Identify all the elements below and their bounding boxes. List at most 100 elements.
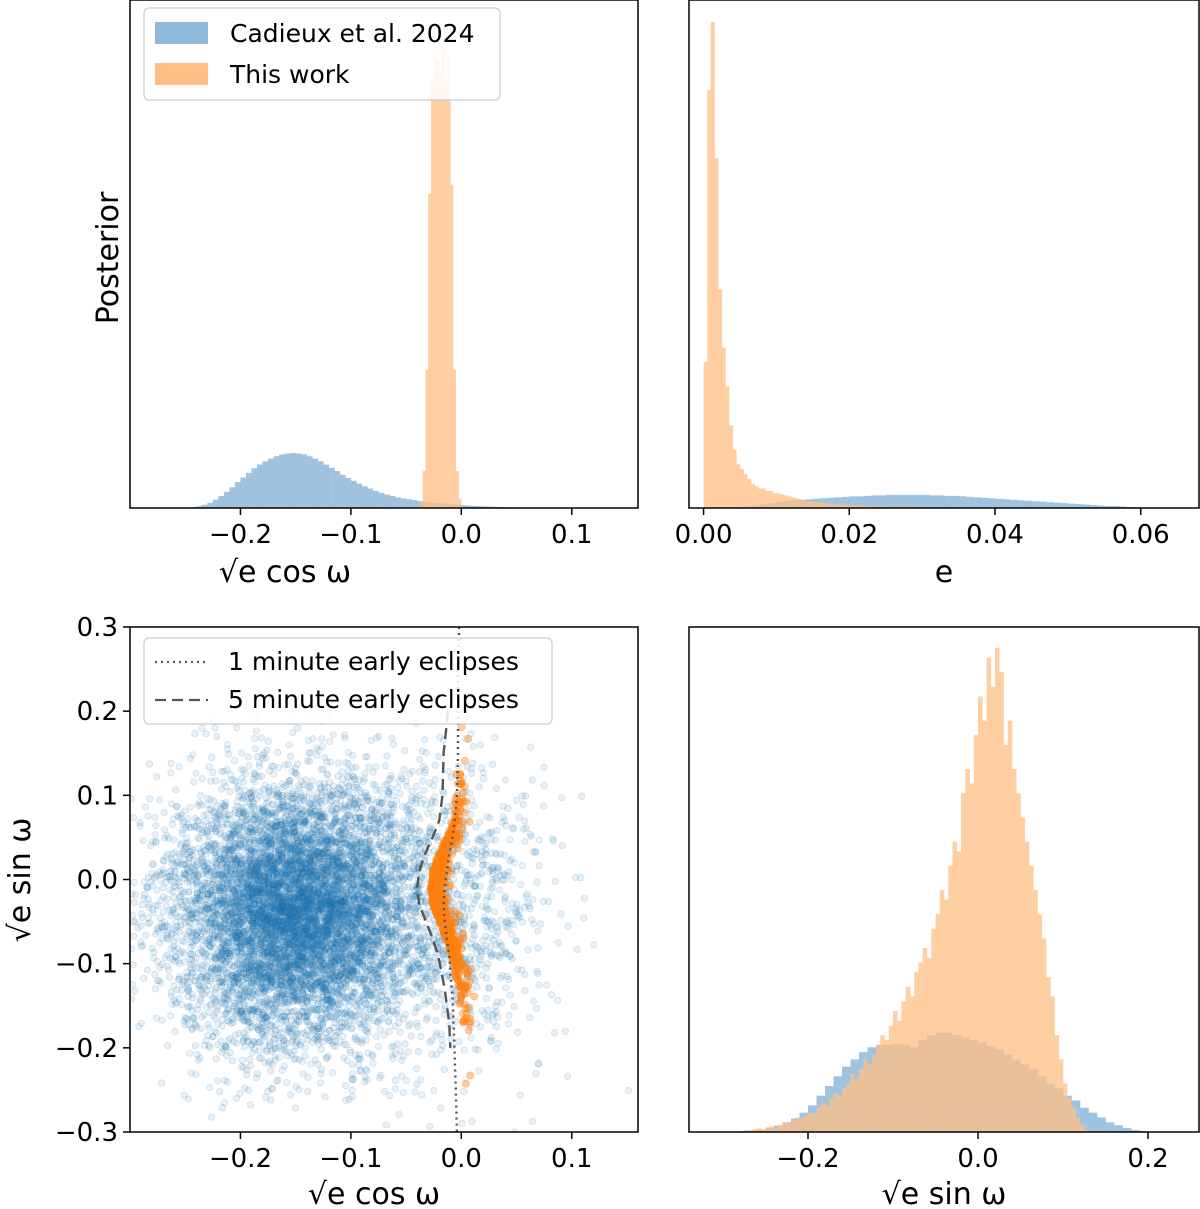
point-cadieux-3948: [246, 1101, 255, 1109]
point-cadieux-170: [273, 892, 281, 900]
point-cadieux-4071: [502, 822, 510, 830]
bar-cadieux-17: [827, 497, 836, 508]
point-cadieux-497: [245, 761, 253, 770]
point-cadieux-3936: [519, 800, 527, 809]
point-cadieux-116: [242, 855, 250, 863]
bar-this-work-42: [856, 505, 861, 508]
point-cadieux-190: [232, 931, 241, 939]
point-cadieux-66: [249, 976, 258, 984]
point-cadieux-2156: [430, 1086, 438, 1095]
point-cadieux-148: [390, 831, 398, 840]
point-cadieux-1323: [267, 1096, 275, 1104]
point-cadieux-309: [534, 944, 542, 952]
bar-this-work-1: [419, 501, 423, 508]
point-cadieux-4742: [431, 761, 439, 769]
point-cadieux-29: [374, 966, 382, 974]
point-cadieux-4698: [194, 802, 202, 810]
bar-cadieux-21: [301, 454, 307, 508]
point-cadieux-127: [244, 933, 253, 941]
point-cadieux-122: [378, 889, 387, 898]
point-cadieux-179: [212, 886, 220, 895]
point-cadieux-134: [325, 947, 333, 956]
point-cadieux-58: [334, 876, 342, 885]
point-cadieux-4504: [146, 795, 154, 803]
point-cadieux-28: [203, 963, 211, 971]
point-cadieux-1278: [238, 749, 246, 757]
point-cadieux-88: [432, 899, 440, 908]
point-cadieux-4222: [527, 743, 535, 751]
point-cadieux-4370: [475, 1067, 483, 1075]
bar-this-work-2: [422, 471, 426, 508]
point-cadieux-82: [347, 955, 355, 963]
point-cadieux-56: [318, 882, 326, 890]
point-cadieux-2124: [140, 974, 148, 983]
point-cadieux-70: [327, 923, 336, 931]
bar-this-work-24: [791, 497, 795, 508]
bar-this-work-15: [758, 488, 763, 508]
point-cadieux-35: [272, 914, 281, 922]
bar-cadieux-42: [1009, 499, 1018, 508]
point-cadieux-1696: [167, 1012, 175, 1020]
point-cadieux-108: [331, 903, 340, 911]
point-cadieux-160: [180, 949, 188, 957]
point-cadieux-180: [390, 900, 398, 909]
point-cadieux-48: [245, 966, 253, 974]
point-cadieux-3637: [122, 968, 128, 974]
point-cadieux-161: [369, 925, 377, 933]
point-cadieux-1846: [540, 781, 548, 790]
bar-this-work-9: [441, 46, 446, 508]
point-cadieux-3306: [208, 753, 216, 762]
point-cadieux-95: [264, 915, 272, 923]
bar-this-work-14: [754, 486, 759, 508]
bar-this-work-11: [447, 55, 451, 508]
point-cadieux-85: [269, 1011, 277, 1020]
bar-cadieux-29: [914, 494, 923, 508]
point-cadieux-2: [285, 894, 294, 902]
point-cadieux-186: [349, 795, 357, 804]
bar-this-work-6: [725, 386, 730, 508]
point-cadieux-181: [256, 877, 264, 885]
point-cadieux-995: [285, 741, 293, 749]
bar-cadieux-3: [201, 504, 208, 508]
point-cadieux-77: [237, 932, 245, 941]
bar-cadieux-56: [1111, 506, 1120, 508]
point-cadieux-4249: [430, 793, 439, 801]
bar-this-work-7: [729, 425, 734, 508]
point-cadieux-144: [390, 829, 399, 838]
top-right-histogram-bars: [703, 22, 1156, 508]
point-cadieux-42: [251, 947, 259, 955]
bar-this-work-8: [732, 449, 737, 508]
bar-this-work-16: [761, 488, 766, 508]
bar-cadieux-41: [1002, 499, 1010, 508]
point-cadieux-185: [217, 1037, 225, 1045]
point-cadieux-1498: [418, 747, 426, 755]
point-cadieux-114: [264, 934, 272, 943]
point-cadieux-15: [213, 896, 221, 904]
point-cadieux-136: [377, 998, 385, 1006]
bar-this-work-9: [736, 464, 741, 508]
point-cadieux-152: [244, 899, 252, 907]
bar-this-work-29: [809, 501, 814, 508]
point-cadieux-150: [378, 898, 386, 906]
point-cadieux-7: [308, 923, 316, 932]
bar-cadieux-51: [466, 505, 473, 508]
bar-this-work-43: [860, 505, 865, 508]
bar-this-work-37: [838, 504, 843, 508]
point-cadieux-4494: [432, 1016, 440, 1025]
point-cadieux-157: [483, 813, 491, 821]
point-cadieux-1819: [501, 776, 509, 784]
bar-cadieux-34: [951, 495, 959, 508]
bar-cadieux-12: [251, 468, 258, 508]
point-cadieux-59: [311, 956, 319, 964]
point-cadieux-2718: [130, 878, 138, 887]
point-cadieux-473: [516, 1091, 524, 1099]
point-cadieux-106: [387, 927, 395, 935]
point-cadieux-1398: [321, 753, 329, 762]
point-cadieux-141: [460, 1088, 468, 1096]
point-cadieux-3778: [367, 736, 375, 745]
bar-this-work-10: [740, 469, 744, 508]
point-cadieux-945: [460, 1046, 468, 1054]
point-cadieux-83: [198, 925, 206, 933]
point-cadieux-34: [343, 1020, 351, 1029]
bar-this-work-0: [703, 362, 708, 508]
